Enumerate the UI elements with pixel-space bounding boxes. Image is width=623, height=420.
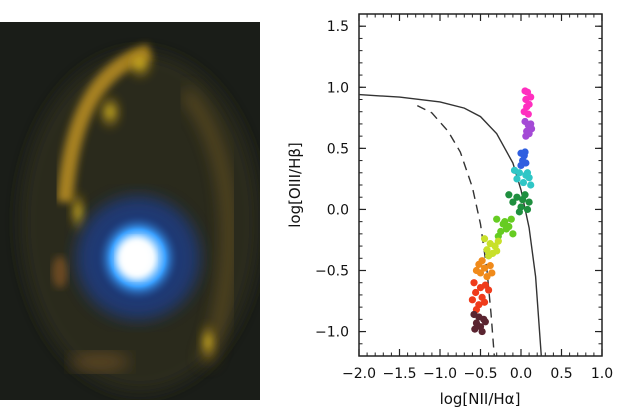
data-point bbox=[523, 205, 532, 214]
dashed-demarcation-curve bbox=[416, 104, 495, 357]
y-tick-label: 1.0 bbox=[327, 80, 349, 96]
bpt-diagram: −2.0 −1.5 −1.0 −0.5 0.0 0.5 1.0 −1.0 −0.5 0.0 0.5… bbox=[262, 0, 623, 416]
data-point bbox=[485, 252, 493, 260]
data-point bbox=[472, 288, 480, 297]
chart-svg: −2.0 −1.5 −1.0 −0.5 0.0 0.5 1.0 −1.0 −0.5 0.0 0.5… bbox=[286, 13, 613, 408]
data-point bbox=[472, 266, 481, 275]
data-point bbox=[502, 225, 511, 233]
data-point bbox=[527, 125, 536, 133]
data-point bbox=[522, 132, 530, 140]
data-point bbox=[494, 237, 502, 245]
data-point bbox=[524, 110, 532, 118]
data-point bbox=[488, 269, 496, 277]
data-point bbox=[501, 218, 509, 226]
y-tick-label: 0.5 bbox=[327, 141, 349, 157]
x-tick-label: 0.5 bbox=[550, 366, 572, 382]
data-point bbox=[527, 93, 535, 101]
data-point bbox=[523, 103, 531, 111]
x-tick-label: 1.0 bbox=[591, 366, 613, 382]
data-point bbox=[507, 215, 515, 223]
data-point bbox=[481, 318, 489, 326]
data-point bbox=[480, 298, 489, 306]
y-tick-label: −0.5 bbox=[315, 264, 349, 280]
data-point bbox=[527, 181, 535, 189]
data-point bbox=[478, 327, 486, 336]
x-tick-label: 0.0 bbox=[510, 366, 532, 382]
galaxy-image-svg bbox=[0, 22, 260, 400]
data-point bbox=[519, 178, 528, 187]
y-tick-label: 0.0 bbox=[327, 202, 349, 218]
data-point bbox=[470, 279, 478, 287]
y-tick-label: −1.0 bbox=[315, 325, 349, 341]
data-point bbox=[525, 198, 533, 206]
x-tick-label: −0.5 bbox=[464, 366, 498, 382]
data-point bbox=[521, 148, 529, 156]
data-point bbox=[513, 193, 521, 201]
galaxy-image bbox=[0, 22, 260, 400]
data-point bbox=[521, 191, 529, 199]
x-tick-label: −1.5 bbox=[383, 366, 417, 382]
data-point bbox=[493, 247, 501, 255]
x-tick-label: −2.0 bbox=[342, 366, 376, 382]
data-point bbox=[480, 264, 489, 272]
data-point bbox=[486, 262, 494, 270]
data-point bbox=[509, 230, 517, 238]
y-axis-label: log[OIII/Hβ] bbox=[286, 142, 304, 228]
data-point bbox=[478, 257, 486, 265]
x-tick-label: −1.0 bbox=[423, 366, 457, 382]
data-point bbox=[515, 169, 523, 177]
data-point bbox=[517, 161, 525, 170]
y-tick-label: 1.5 bbox=[327, 19, 349, 35]
data-point bbox=[505, 191, 513, 199]
data-point bbox=[515, 208, 523, 216]
solid-demarcation-curve bbox=[358, 93, 542, 357]
data-point bbox=[509, 198, 517, 206]
data-point bbox=[471, 325, 479, 333]
data-point bbox=[480, 235, 489, 243]
data-point bbox=[485, 286, 493, 294]
data-point bbox=[483, 246, 491, 254]
data-point bbox=[493, 215, 501, 223]
data-point bbox=[513, 175, 521, 183]
data-point bbox=[468, 296, 476, 304]
data-point bbox=[523, 169, 532, 177]
x-axis-label: log[NII/Hα] bbox=[440, 390, 521, 408]
